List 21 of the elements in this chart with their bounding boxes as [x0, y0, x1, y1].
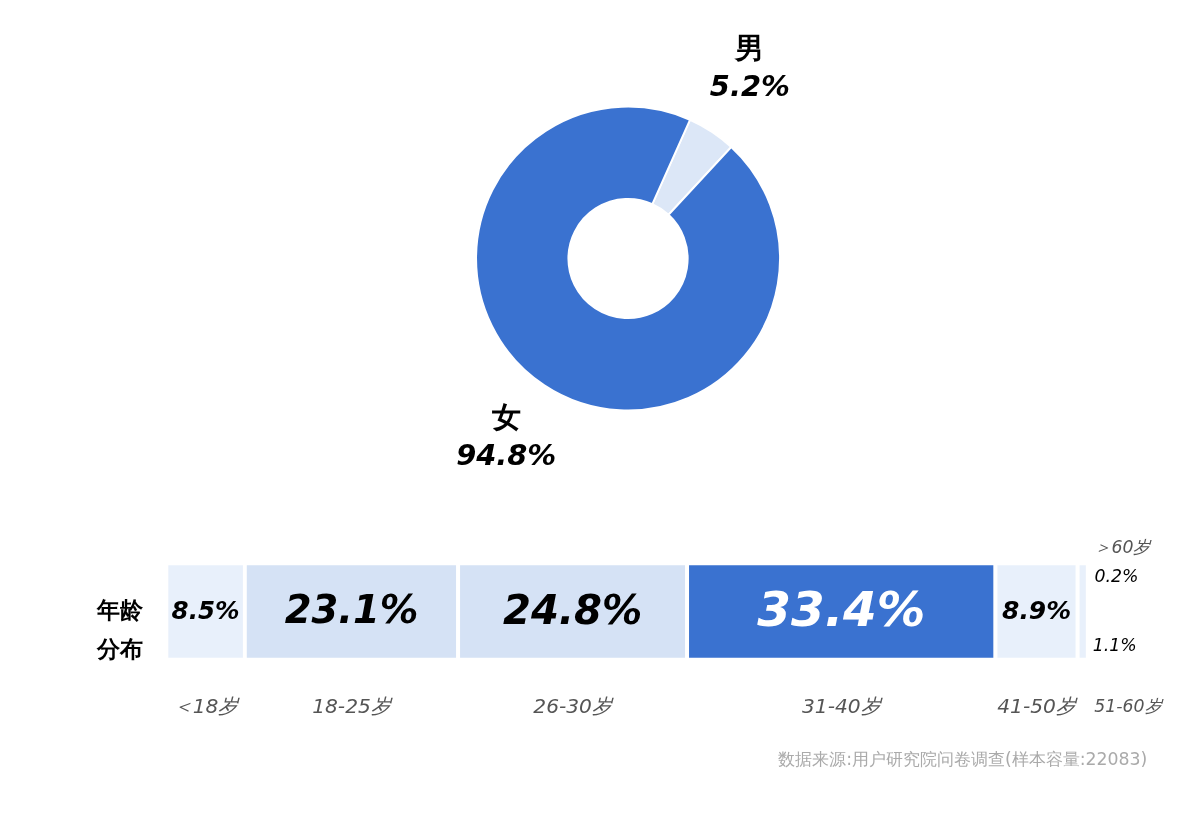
- series-label: ＞60岁: [1094, 536, 1153, 557]
- source-note: 数据来源:用户研究院问卷调查(样本容量:22083): [778, 749, 1148, 770]
- text: 51-60岁: [1094, 696, 1164, 717]
- data-label: 23.1%: [284, 587, 419, 633]
- slice-label: 男: [734, 30, 765, 65]
- series-label: 41-50岁: [997, 694, 1078, 719]
- series-label: ＜18岁: [172, 694, 241, 719]
- data-label: 94.8%: [456, 438, 557, 473]
- slice-label: 女: [490, 399, 521, 434]
- data-label: 0.2%: [1094, 565, 1139, 586]
- data-label: 24.8%: [502, 586, 643, 633]
- series-label: 18-25岁: [312, 694, 393, 719]
- y-axis-title: 年龄分布: [96, 597, 145, 662]
- data-label: 8.9%: [1002, 596, 1072, 626]
- data-label: 1.1%: [1092, 634, 1137, 655]
- donut-slice: [651, 118, 733, 216]
- data-label: 33.4%: [757, 580, 926, 637]
- data-label: 5.2%: [709, 69, 790, 104]
- series-label: 31-40岁: [801, 694, 883, 719]
- data-label: 8.5%: [171, 596, 240, 626]
- series-label: 26-30岁: [533, 694, 614, 719]
